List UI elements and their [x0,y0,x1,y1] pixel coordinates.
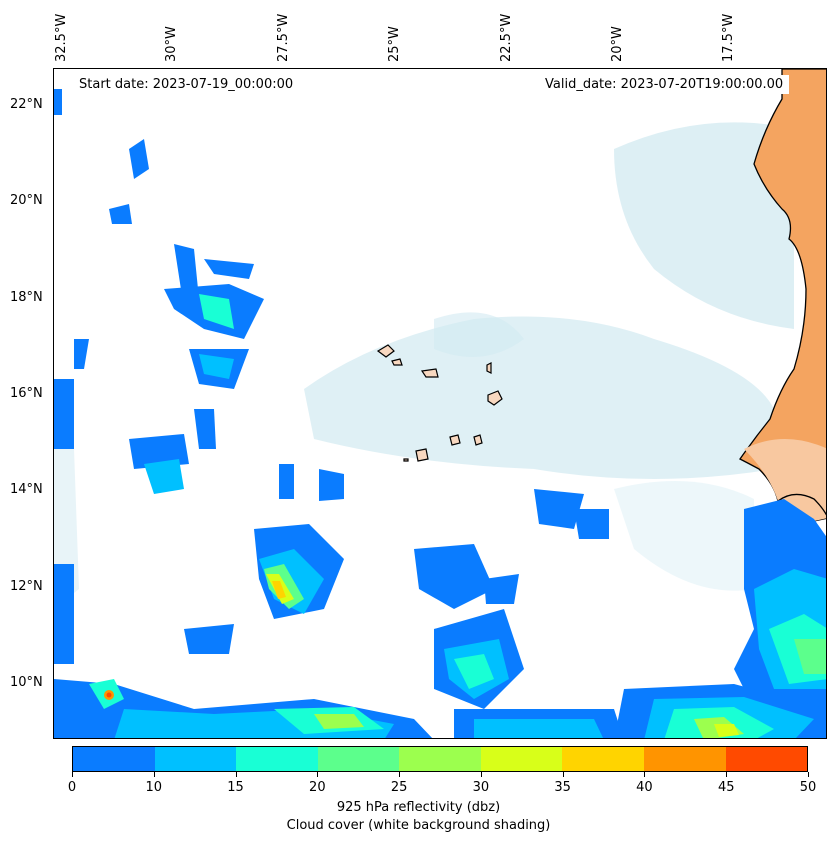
colorbar-tickmark [235,772,237,777]
colorbar-segment-8 [725,747,808,771]
colorbar-segment-7 [643,747,726,771]
colorbar-tickmark [726,772,728,777]
colorbar-tick-label: 50 [799,780,817,795]
lon-label-27-5w: 27.5°W [276,13,291,62]
colorbar-tick-label: 15 [227,780,244,795]
colorbar-tickmark [72,772,73,777]
colorbar-segment-0 [73,747,155,771]
map-canvas [54,69,826,738]
lon-label-20w: 20°W [610,26,625,62]
colorbar-tick-label: 0 [67,780,77,795]
lon-label-30w: 30°W [164,26,179,62]
lon-label-17-5w: 17.5°W [721,13,736,62]
colorbar-tickmark [644,772,646,777]
colorbar-tickmark [808,772,809,777]
valid-date-label: Valid_date: 2023-07-20T19:00:00.00 [539,75,790,94]
colorbar-tick-label: 20 [309,780,326,795]
colorbar-tick-label: 25 [390,780,408,795]
map-panel [53,68,827,739]
lat-label-20n: 20°N [10,193,43,208]
colorbar-tick-label: 10 [145,780,163,795]
lon-label-25w: 25°W [387,26,402,62]
colorbar-segment-1 [154,747,237,771]
colorbar-label-2: Cloud cover (white background shading) [286,818,551,833]
colorbar-tickmark [480,772,482,777]
colorbar [72,746,808,772]
colorbar-segment-2 [236,747,318,771]
lat-label-16n: 16°N [10,386,43,401]
reflectivity-layer [54,89,826,738]
lon-label-32-5w: 32.5°W [54,13,69,62]
lat-label-22n: 22°N [10,97,43,112]
colorbar-tickmark [153,772,155,777]
start-date-label: Start date: 2023-07-19_00:00:00 [73,75,300,94]
colorbar-tick-label: 45 [717,780,735,795]
cape-verde-islands [376,344,503,462]
lat-label-10n: 10°N [10,675,43,690]
lat-label-18n: 18°N [10,290,43,305]
colorbar-tick-label: 35 [554,780,571,795]
colorbar-label-1: 925 hPa reflectivity (dbz) [336,800,501,815]
colorbar-tickmark [399,772,401,777]
colorbar-segment-4 [399,747,481,771]
lat-label-14n: 14°N [10,482,43,497]
colorbar-tick-label: 30 [472,780,490,795]
colorbar-segment-3 [317,747,400,771]
colorbar-tickmark [562,772,564,777]
colorbar-tickmark [317,772,319,777]
colorbar-tick-label: 40 [636,780,653,795]
lon-label-22-5w: 22.5°W [499,13,514,62]
colorbar-segment-5 [480,747,563,771]
cloud-cover-layer [54,122,794,609]
lat-label-12n: 12°N [10,579,43,594]
colorbar-segment-6 [562,747,644,771]
